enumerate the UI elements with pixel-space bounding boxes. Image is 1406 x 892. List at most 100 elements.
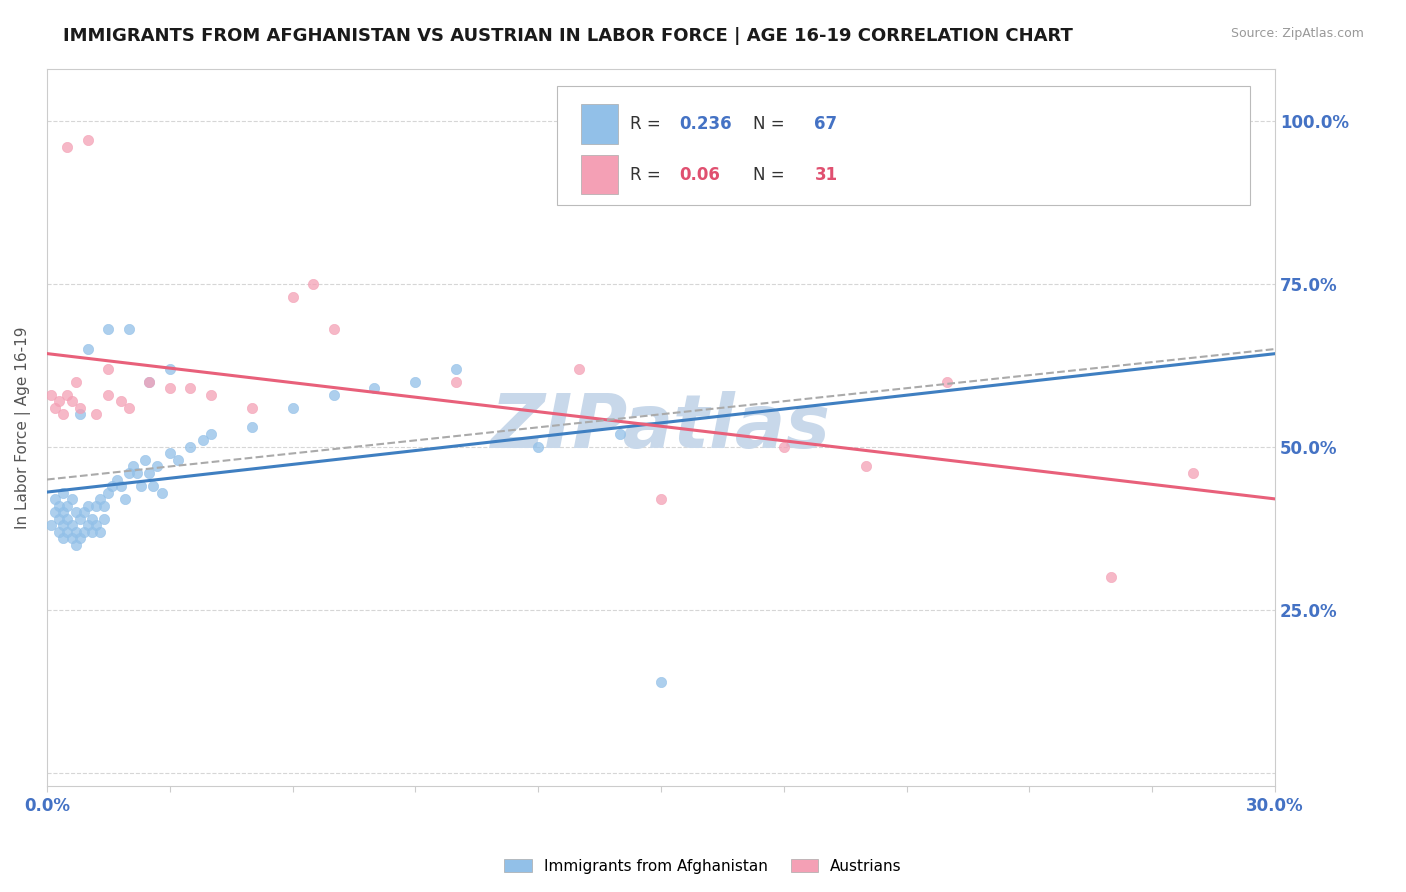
Point	[60, 492, 83, 507]
Point	[93, 511, 115, 525]
Point	[138, 375, 160, 389]
Text: ZIPatlas: ZIPatlas	[491, 391, 831, 464]
Point	[44, 505, 66, 519]
Point	[281, 290, 304, 304]
Point	[138, 466, 160, 480]
Point	[200, 426, 222, 441]
Point	[73, 505, 96, 519]
Text: N =: N =	[754, 115, 785, 134]
Point	[65, 375, 87, 389]
Point	[129, 479, 152, 493]
Point	[77, 518, 100, 533]
Text: 0.06: 0.06	[679, 166, 720, 184]
Point	[56, 388, 79, 402]
Point	[52, 485, 75, 500]
Point	[191, 434, 214, 448]
Point	[89, 492, 111, 507]
Point	[159, 446, 181, 460]
Point	[80, 511, 103, 525]
Point	[118, 401, 141, 415]
Point	[65, 505, 87, 519]
Point	[60, 394, 83, 409]
Point	[84, 518, 107, 533]
Point	[125, 466, 148, 480]
Point	[167, 453, 190, 467]
Point	[609, 426, 631, 441]
Point	[65, 524, 87, 539]
Point	[56, 499, 79, 513]
Point	[44, 401, 66, 415]
Point	[568, 361, 591, 376]
Point	[39, 518, 62, 533]
Bar	[581, 154, 619, 194]
Point	[56, 524, 79, 539]
Text: R =: R =	[630, 115, 666, 134]
Point	[110, 479, 132, 493]
Point	[39, 388, 62, 402]
Point	[77, 342, 100, 356]
Point	[69, 407, 91, 421]
Point	[363, 381, 385, 395]
Point	[179, 381, 201, 395]
Point	[302, 277, 325, 291]
Point	[60, 531, 83, 545]
Point	[855, 459, 877, 474]
Point	[105, 473, 128, 487]
Point	[84, 407, 107, 421]
Point	[97, 485, 120, 500]
Point	[1182, 466, 1205, 480]
Point	[118, 322, 141, 336]
Point	[77, 499, 100, 513]
Point	[69, 531, 91, 545]
Point	[446, 375, 468, 389]
Point	[150, 485, 173, 500]
Point	[200, 388, 222, 402]
Text: N =: N =	[754, 166, 785, 184]
Text: 31: 31	[814, 166, 838, 184]
Point	[322, 388, 344, 402]
Point	[527, 440, 550, 454]
Point	[84, 499, 107, 513]
Point	[446, 361, 468, 376]
Point	[44, 492, 66, 507]
Text: R =: R =	[630, 166, 666, 184]
Legend: Immigrants from Afghanistan, Austrians: Immigrants from Afghanistan, Austrians	[498, 853, 908, 880]
Point	[772, 440, 794, 454]
Point	[97, 361, 120, 376]
Text: 67: 67	[814, 115, 838, 134]
Point	[89, 524, 111, 539]
Point	[404, 375, 426, 389]
Point	[240, 420, 263, 434]
Point	[118, 466, 141, 480]
Point	[97, 388, 120, 402]
Point	[52, 518, 75, 533]
FancyBboxPatch shape	[557, 87, 1250, 205]
Point	[56, 511, 79, 525]
Point	[80, 524, 103, 539]
Point	[48, 511, 70, 525]
Point	[650, 674, 672, 689]
Point	[159, 361, 181, 376]
Point	[138, 375, 160, 389]
Text: IMMIGRANTS FROM AFGHANISTAN VS AUSTRIAN IN LABOR FORCE | AGE 16-19 CORRELATION C: IMMIGRANTS FROM AFGHANISTAN VS AUSTRIAN …	[63, 27, 1073, 45]
Point	[48, 394, 70, 409]
Point	[650, 492, 672, 507]
Point	[48, 524, 70, 539]
Point	[134, 453, 156, 467]
Point	[110, 394, 132, 409]
Point	[1099, 570, 1122, 584]
Point	[97, 322, 120, 336]
Point	[65, 538, 87, 552]
Point	[48, 499, 70, 513]
Point	[936, 375, 959, 389]
Point	[77, 133, 100, 147]
Point	[281, 401, 304, 415]
Point	[69, 511, 91, 525]
Text: 0.236: 0.236	[679, 115, 733, 134]
Point	[56, 140, 79, 154]
Point	[93, 499, 115, 513]
Point	[240, 401, 263, 415]
Point	[114, 492, 136, 507]
Point	[142, 479, 165, 493]
Point	[69, 401, 91, 415]
